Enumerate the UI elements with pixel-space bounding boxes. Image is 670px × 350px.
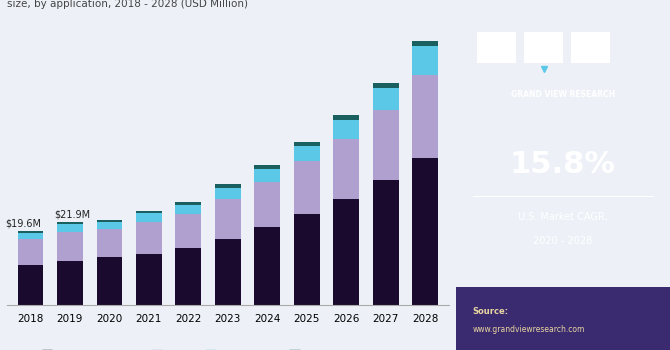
FancyBboxPatch shape (456, 287, 670, 350)
Bar (412, 46, 438, 75)
Bar (294, 214, 320, 304)
Bar (136, 211, 161, 213)
Text: $21.9M: $21.9M (54, 210, 90, 220)
Bar (334, 120, 359, 139)
Bar (136, 254, 161, 304)
Bar (17, 231, 44, 233)
Bar (215, 188, 241, 199)
Bar (57, 222, 82, 224)
Bar (57, 232, 82, 261)
Bar (57, 261, 82, 304)
Bar (17, 233, 44, 239)
Bar (334, 115, 359, 120)
Bar (412, 75, 438, 158)
Text: size, by application, 2018 - 2028 (USD Million): size, by application, 2018 - 2028 (USD M… (7, 0, 248, 9)
Bar (373, 110, 399, 180)
FancyBboxPatch shape (524, 32, 563, 63)
Bar (294, 146, 320, 161)
Bar (255, 165, 280, 169)
Bar (334, 139, 359, 199)
Bar (334, 199, 359, 304)
Bar (373, 88, 399, 110)
Text: Source:: Source: (473, 307, 509, 316)
Bar (373, 83, 399, 88)
Bar (255, 182, 280, 227)
Legend: Pharmaceutical, Food, Cosmetics, Others: Pharmaceutical, Food, Cosmetics, Others (38, 346, 347, 350)
Bar (176, 214, 201, 248)
Bar (412, 158, 438, 304)
Bar (255, 169, 280, 182)
Bar (215, 184, 241, 188)
Bar (96, 229, 122, 257)
Bar (294, 142, 320, 146)
Bar (17, 265, 44, 304)
Bar (136, 222, 161, 254)
Bar (176, 202, 201, 205)
Text: 2020 - 2028: 2020 - 2028 (533, 237, 592, 246)
Bar (255, 227, 280, 304)
Bar (373, 180, 399, 304)
Bar (294, 161, 320, 214)
Bar (96, 220, 122, 222)
Bar (57, 224, 82, 232)
Bar (215, 239, 241, 304)
Bar (136, 213, 161, 222)
Text: www.grandviewresearch.com: www.grandviewresearch.com (473, 324, 585, 334)
Bar (96, 222, 122, 229)
Bar (176, 248, 201, 304)
FancyBboxPatch shape (572, 32, 610, 63)
Bar (215, 199, 241, 239)
Bar (17, 239, 44, 265)
FancyBboxPatch shape (477, 32, 516, 63)
Text: GRAND VIEW RESEARCH: GRAND VIEW RESEARCH (511, 90, 615, 99)
Bar (412, 41, 438, 46)
Text: U.S. Market CAGR,: U.S. Market CAGR, (518, 212, 608, 222)
Bar (176, 205, 201, 214)
Text: 15.8%: 15.8% (510, 150, 616, 179)
Bar (96, 257, 122, 304)
Text: $19.6M: $19.6M (5, 218, 42, 228)
